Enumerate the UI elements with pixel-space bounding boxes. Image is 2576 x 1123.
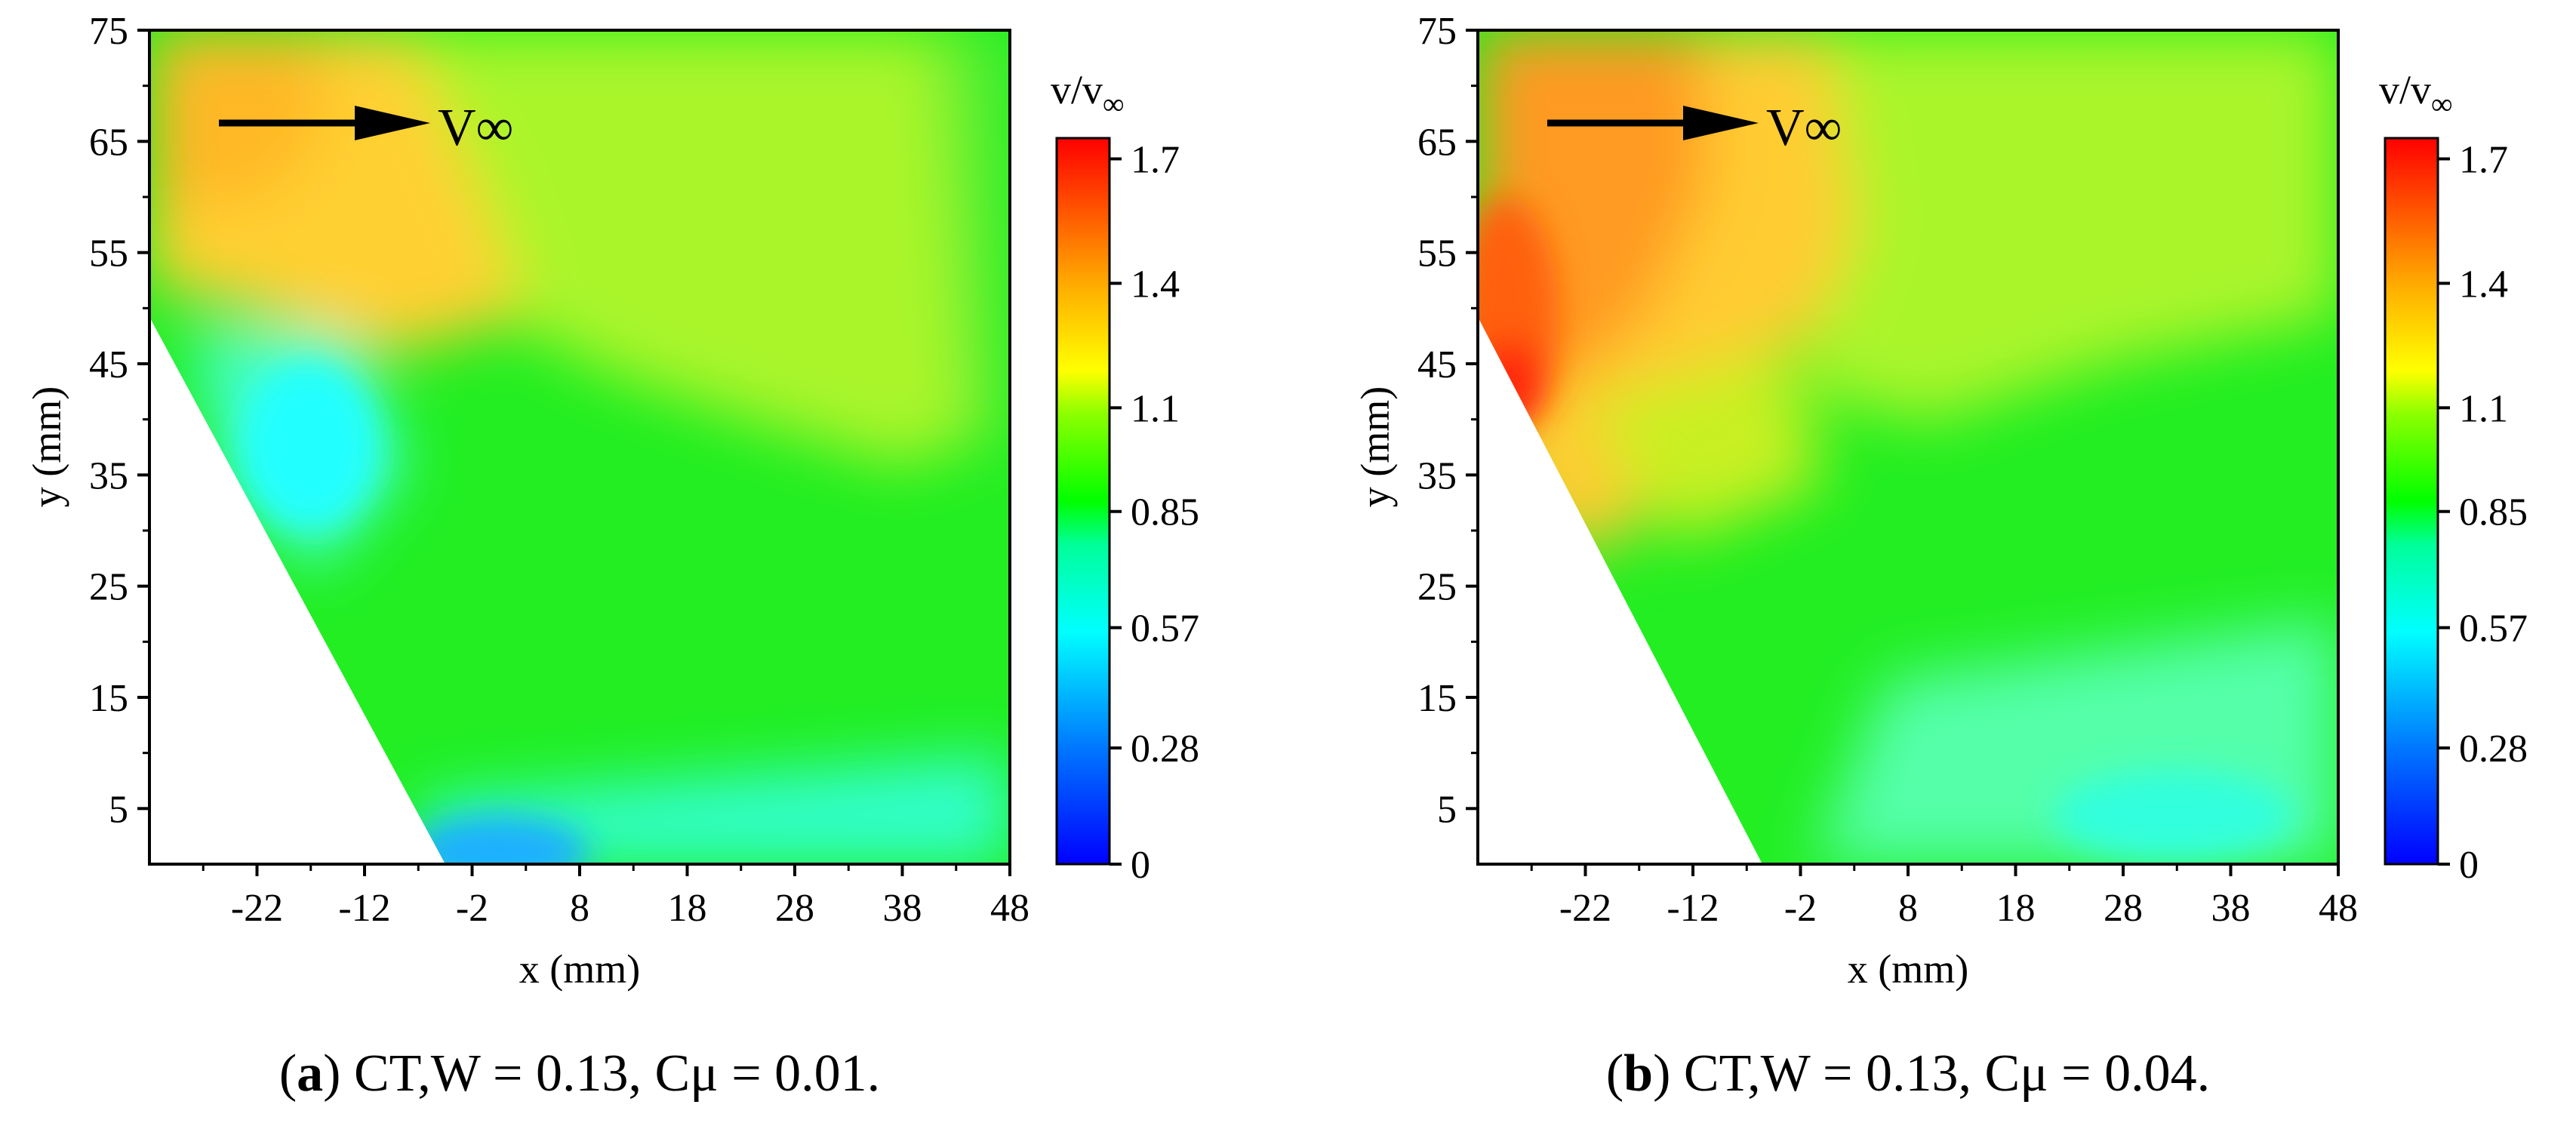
y-tick-label: 45	[1417, 343, 1457, 386]
x-tick-label: -12	[338, 887, 390, 930]
y-tick-label: 65	[1417, 121, 1457, 164]
masked-region	[1478, 317, 1762, 864]
bottom-core	[2053, 770, 2294, 860]
right-edge-region	[936, 30, 1010, 453]
colorbar	[1055, 137, 1111, 866]
axis-ticks: -22 -12 -2 8 18 28 38 48 5 15 25 35 45 55 65 75	[89, 10, 1029, 930]
axis-ticks: -22 -12 -2 8 18 28 38 48 5 15 25 35 45 55 65 75	[1417, 10, 2358, 930]
x-tick-label: 18	[668, 887, 707, 930]
x-tick-label: 18	[1996, 887, 2036, 930]
x-tick-label: 8	[1898, 887, 1918, 930]
y-tick-label: 25	[1417, 566, 1457, 609]
x-tick-label: -22	[1559, 887, 1611, 930]
colorbar-tick-label: 1.1	[1131, 387, 1180, 430]
y-tick-label: 15	[89, 677, 128, 720]
freestream-arrow	[1547, 106, 1759, 140]
y-tick-label: 25	[89, 566, 128, 609]
panel-b: V∞ -22 -12 -2 8 18 28 38 48 5 15 25 35 45 55 65 75 x (m…	[1353, 10, 2528, 1103]
x-tick-label: 38	[2211, 887, 2251, 930]
x-tick-label: -22	[231, 887, 283, 930]
x-axis-label: x (mm)	[1848, 946, 1968, 992]
colorbar-tick-label: 1.1	[2459, 387, 2508, 430]
colorbar-tick-label: 0.85	[1131, 491, 1199, 534]
colorbar-tick-label: 0.57	[1131, 608, 1199, 651]
y-tick-label: 5	[1437, 788, 1457, 831]
x-tick-label: 28	[775, 887, 814, 930]
bottom-core	[408, 815, 589, 864]
pocket-core	[242, 362, 377, 528]
x-tick-label: -12	[1667, 887, 1719, 930]
colorbar-ticks: 0 0.28 0.57 0.85 1.1 1.4 1.7	[2438, 138, 2528, 887]
y-tick-label: 5	[109, 788, 128, 831]
panel-caption: (b) CT,W = 0.13, Cμ = 0.04.	[1606, 1045, 2210, 1103]
freestream-label: V∞	[1766, 99, 1842, 157]
x-tick-label: 38	[883, 887, 922, 930]
contour-field	[149, 30, 1010, 864]
y-tick-label: 15	[1417, 677, 1457, 720]
freestream-arrow	[219, 106, 430, 140]
y-tick-label: 75	[89, 10, 128, 53]
x-tick-label: -2	[1784, 887, 1817, 930]
x-axis-label: x (mm)	[519, 946, 640, 992]
y-tick-label: 75	[1417, 10, 1457, 53]
colorbar	[2384, 137, 2439, 866]
x-tick-label: -2	[456, 887, 488, 930]
y-tick-label: 65	[89, 121, 128, 164]
upper-right-region	[408, 30, 1010, 468]
mid-region	[1585, 347, 1827, 543]
panel-a: V∞ -22 -12 -2 8 18 28 38 48 5 15 25 35 45 55 65 75 x (m…	[24, 10, 1199, 1103]
colorbar-tick-label: 0	[1131, 844, 1150, 887]
upper-right-region	[1796, 30, 2338, 423]
x-tick-label: 48	[2319, 887, 2358, 930]
freestream-label: V∞	[438, 99, 513, 157]
colorbar-tick-label: 0.28	[2459, 728, 2528, 771]
y-tick-label: 35	[1417, 454, 1457, 497]
colorbar-tick-label: 1.7	[2459, 138, 2508, 181]
x-tick-label: 8	[570, 887, 589, 930]
y-axis-label: y (mm)	[24, 386, 69, 507]
colorbar-tick-label: 0	[2459, 844, 2479, 887]
x-tick-label: 28	[2104, 887, 2143, 930]
panel-caption: (a) CT,W = 0.13, Cμ = 0.01.	[279, 1045, 880, 1103]
colorbar-label: v/v∞	[1051, 67, 1125, 121]
y-tick-label: 35	[89, 454, 128, 497]
contour-field	[1478, 30, 2338, 864]
colorbar-label: v/v∞	[2379, 67, 2453, 121]
colorbar-ticks: 0 0.28 0.57 0.85 1.1 1.4 1.7	[1109, 138, 1199, 887]
x-tick-label: 48	[990, 887, 1029, 930]
y-tick-label: 55	[89, 232, 128, 275]
colorbar-tick-label: 0.85	[2459, 491, 2528, 534]
y-axis-label: y (mm)	[1353, 386, 1398, 507]
colorbar-tick-label: 0.57	[2459, 608, 2528, 651]
y-tick-label: 55	[1417, 232, 1457, 275]
masked-region	[149, 317, 445, 864]
colorbar-tick-label: 1.4	[2459, 263, 2508, 306]
colorbar-tick-label: 1.7	[1131, 138, 1180, 181]
colorbar-tick-label: 1.4	[1131, 263, 1180, 306]
y-tick-label: 45	[89, 343, 128, 386]
colorbar-tick-label: 0.28	[1131, 728, 1199, 771]
